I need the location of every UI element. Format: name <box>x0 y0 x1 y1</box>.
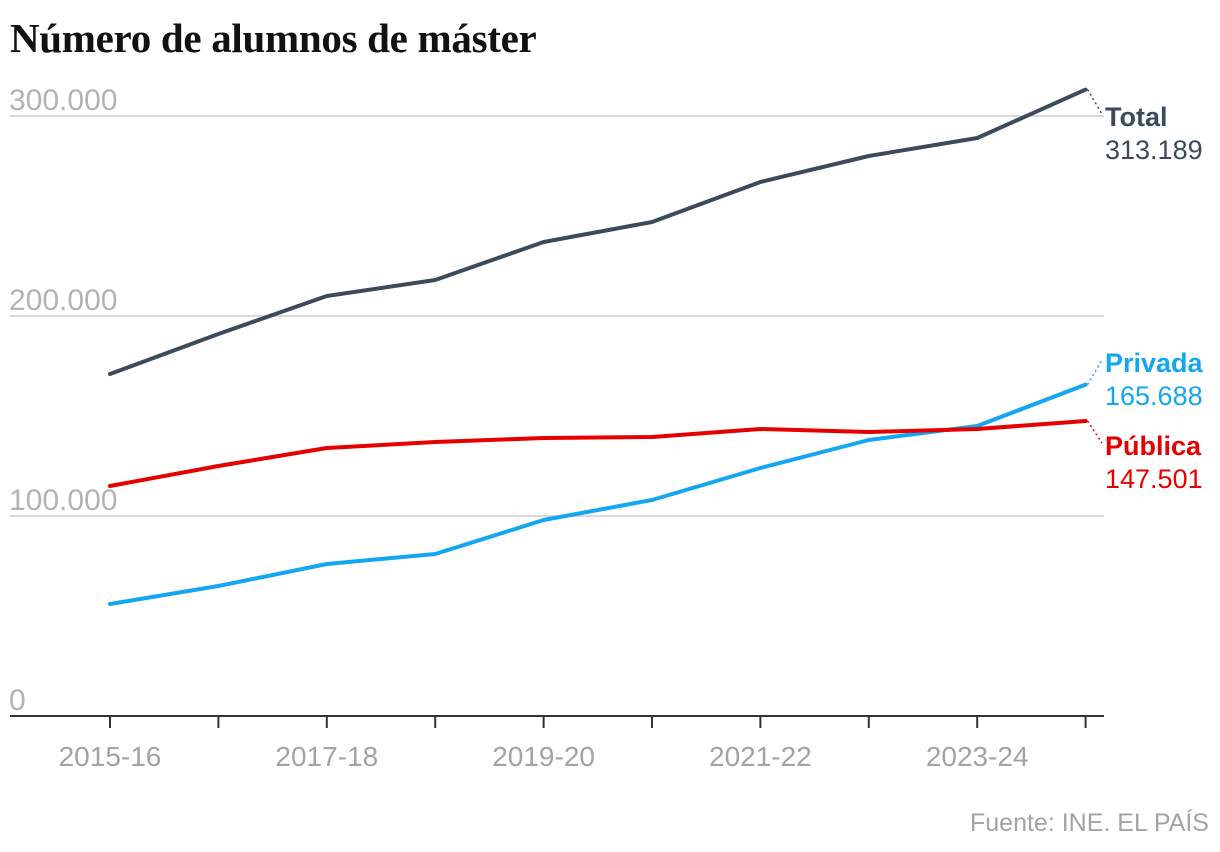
series-line-3 <box>108 419 1088 488</box>
series-line-2 <box>108 382 1088 606</box>
y-tick-label: 200.000 <box>9 284 117 317</box>
series-value-label: 165.688 <box>1105 381 1203 411</box>
series-value-label: 313.189 <box>1105 135 1203 165</box>
grid-lines <box>10 115 1104 517</box>
y-tick-label: 100.000 <box>9 484 117 517</box>
series-lines <box>108 87 1088 606</box>
x-tick-label: 2023-24 <box>926 741 1029 772</box>
end-label-leader <box>1086 359 1103 386</box>
series-value-label: 147.501 <box>1105 464 1203 494</box>
x-tick-label: 2021-22 <box>709 741 812 772</box>
y-tick-label: 300.000 <box>9 84 117 117</box>
series-line-1 <box>108 87 1088 376</box>
x-tick-label: 2017-18 <box>275 741 378 772</box>
series-name-label: Total <box>1105 102 1168 132</box>
x-tick-label: 2019-20 <box>492 741 595 772</box>
end-label-leader <box>1086 420 1103 444</box>
series-name-label: Privada <box>1105 348 1204 378</box>
source-note: Fuente: INE. EL PAÍS <box>969 809 1209 837</box>
end-label-leader <box>1086 89 1103 115</box>
x-axis-ticks: 2015-16 2017-18 2019-20 2021-22 2023-24 <box>59 716 1087 772</box>
x-tick-label: 2015-16 <box>59 741 162 772</box>
series-name-label: Pública <box>1105 431 1202 461</box>
chart-title: Número de alumnos de máster <box>10 15 537 61</box>
y-tick-label: 0 <box>9 684 26 717</box>
y-axis-tick-labels: 0 100.000 200.000 300.000 <box>9 84 117 717</box>
